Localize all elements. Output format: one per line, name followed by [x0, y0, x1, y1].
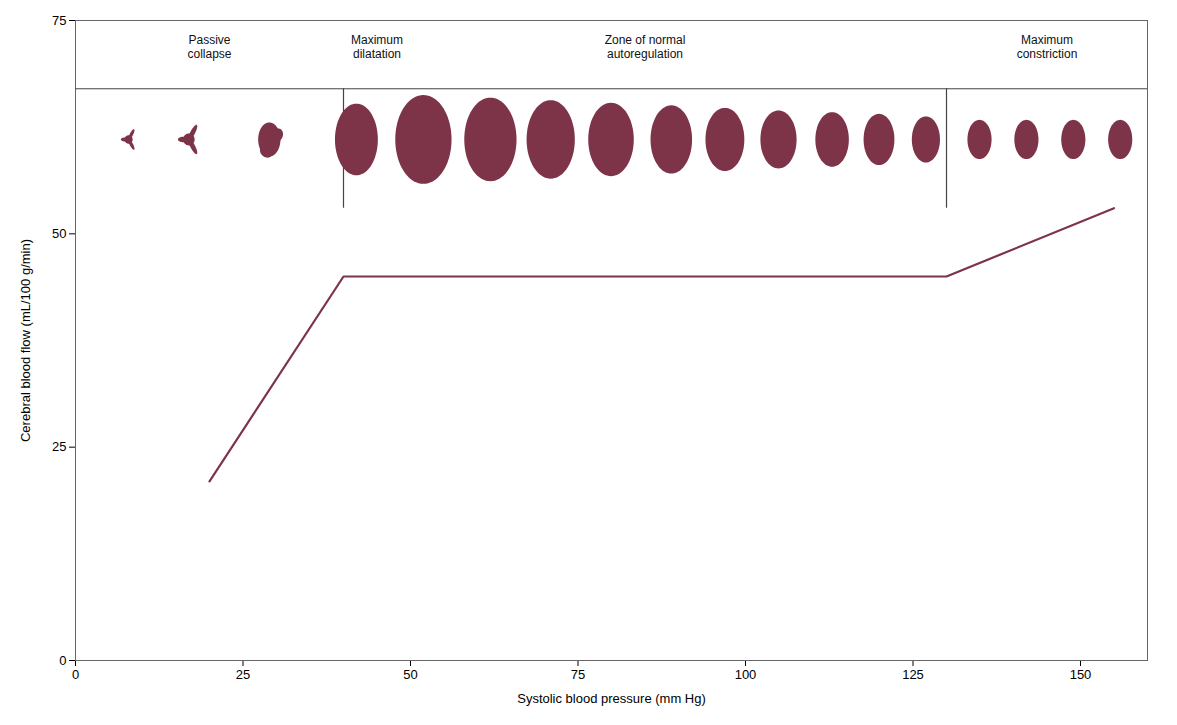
svg-text:100: 100 — [735, 667, 757, 682]
svg-text:25: 25 — [236, 667, 250, 682]
svg-text:150: 150 — [1070, 667, 1092, 682]
svg-text:125: 125 — [902, 667, 924, 682]
svg-text:Maximumconstriction: Maximumconstriction — [1017, 33, 1078, 61]
svg-text:75: 75 — [52, 13, 66, 28]
svg-text:Cerebral blood flow (mL/100 g/: Cerebral blood flow (mL/100 g/min) — [18, 239, 33, 442]
svg-text:0: 0 — [59, 653, 66, 668]
svg-text:Passivecollapse: Passivecollapse — [187, 33, 231, 61]
svg-text:25: 25 — [52, 439, 66, 454]
svg-text:50: 50 — [403, 667, 417, 682]
svg-text:0: 0 — [72, 667, 79, 682]
svg-text:Maximumdilatation: Maximumdilatation — [351, 33, 403, 61]
svg-text:75: 75 — [571, 667, 585, 682]
svg-text:Zone of normalautoregulation: Zone of normalautoregulation — [605, 33, 686, 61]
svg-text:50: 50 — [52, 226, 66, 241]
svg-text:Systolic blood pressure (mm Hg: Systolic blood pressure (mm Hg) — [517, 691, 706, 706]
